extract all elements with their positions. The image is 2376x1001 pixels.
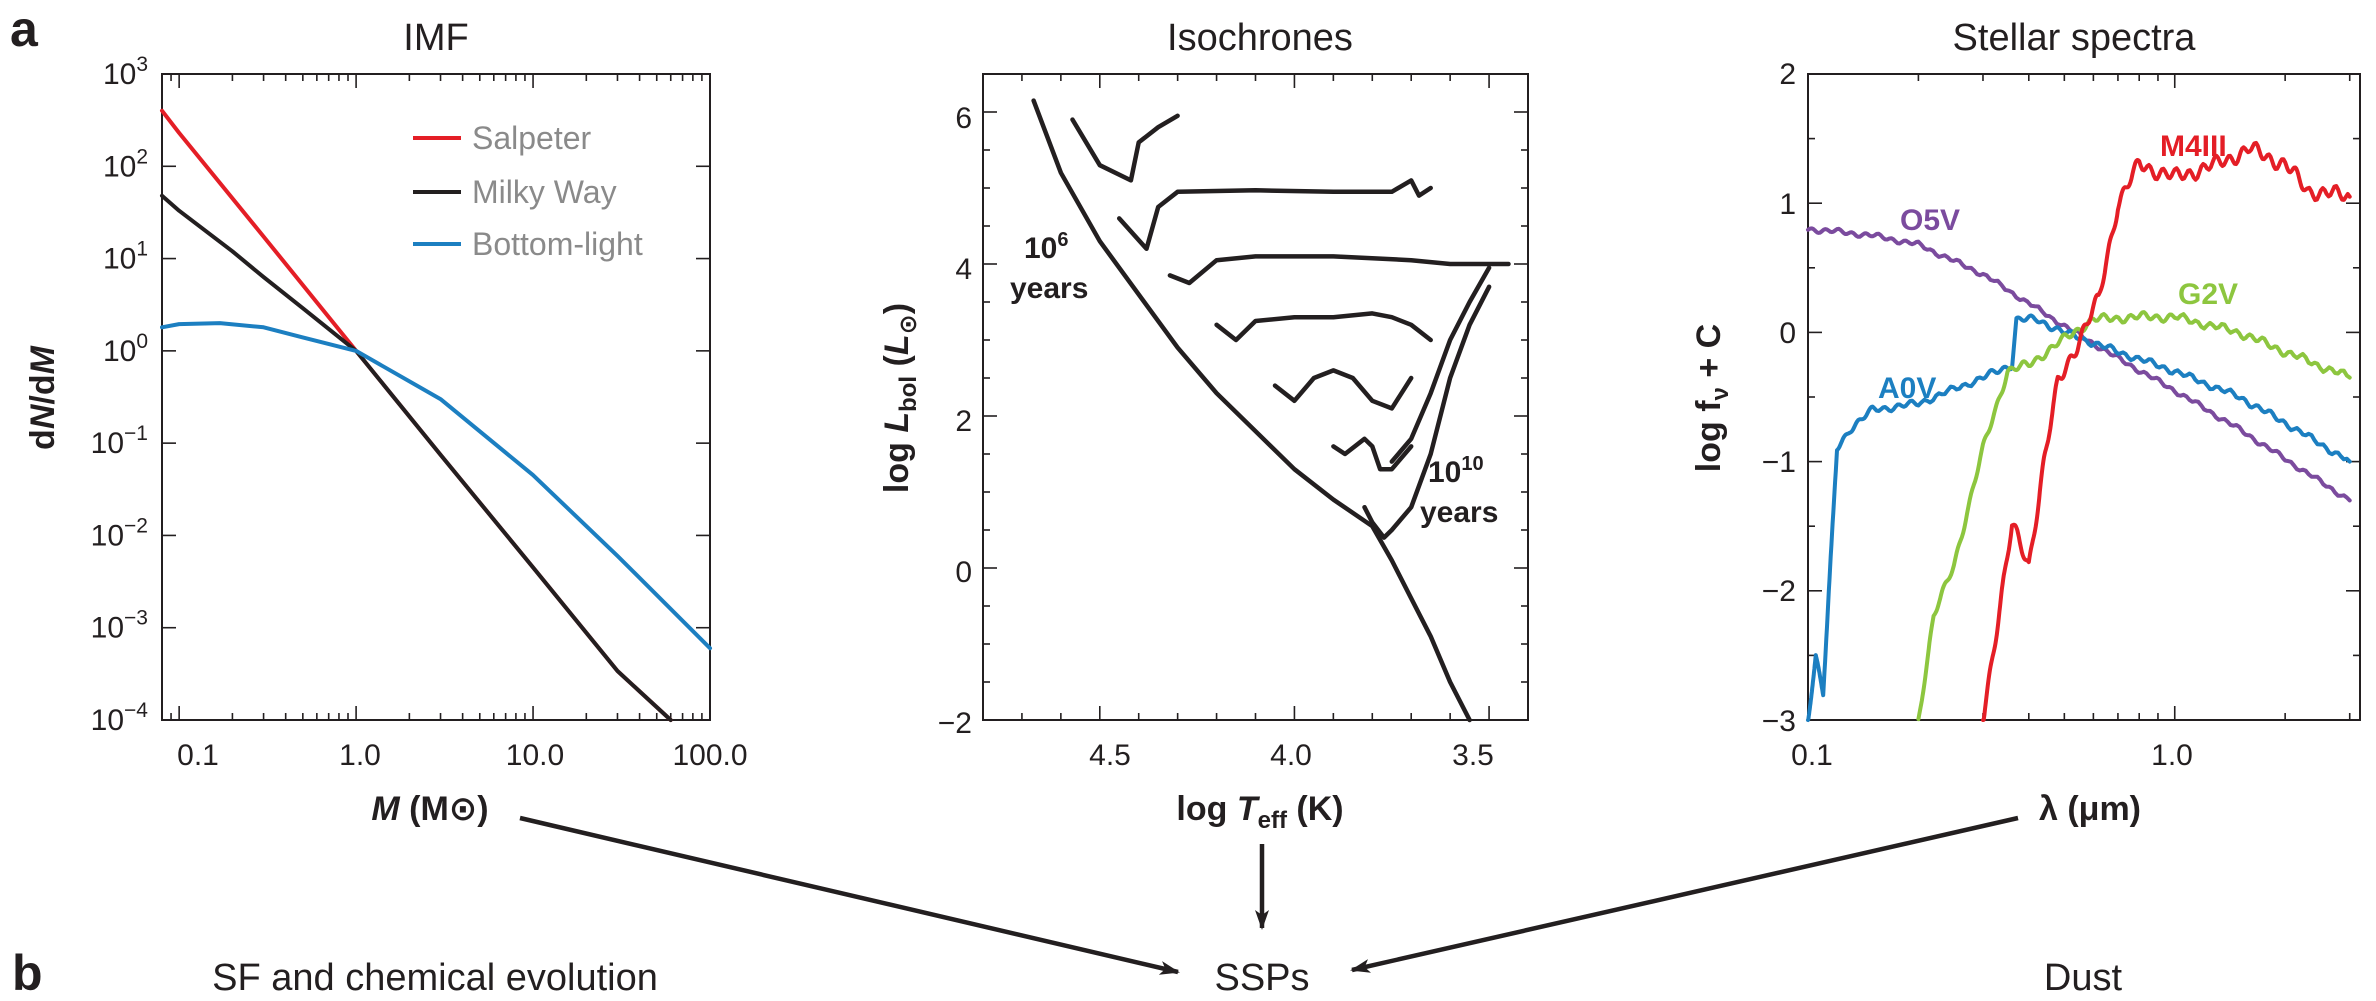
arrow-spectra-to-ssps bbox=[1350, 815, 2019, 973]
spec-x-axis-label: λ (μm) bbox=[2039, 790, 2141, 828]
series-line-series-6 bbox=[1331, 436, 1414, 472]
series-line-series-7 bbox=[1362, 284, 1492, 540]
imf-title: IMF bbox=[403, 17, 468, 59]
imf-legend: Salpeter Milky Way Bottom-light bbox=[413, 120, 643, 262]
iso-y-tick-label: 0 bbox=[955, 556, 972, 589]
series-line-series-0 bbox=[1031, 98, 1472, 723]
iso-x-tick-label: 4.0 bbox=[1270, 739, 1312, 772]
series-line-series-1 bbox=[1070, 113, 1180, 183]
annotation-years-old: years bbox=[1420, 496, 1498, 529]
legend-label-milky-way: Milky Way bbox=[472, 174, 617, 210]
flow-label-sf: SF and chemical evolution bbox=[212, 957, 658, 999]
spec-y-tick-label: 0 bbox=[1779, 317, 1796, 350]
imf-x-tick-label: 10.0 bbox=[506, 739, 564, 772]
imf-x-tick-label: 1.0 bbox=[339, 739, 381, 772]
annotation-age-old: 1010 bbox=[1428, 453, 1484, 489]
imf-chart: IMF 103 102 101 100 10−1 10−2 10−3 10−4 0.1 1.0… bbox=[24, 17, 748, 828]
flow-label-ssps: SSPs bbox=[1214, 957, 1309, 999]
iso-y-axis-label: log Lbol (L⊙) bbox=[878, 303, 922, 493]
spec-y-tick-label: 2 bbox=[1779, 58, 1796, 91]
spectra-title: Stellar spectra bbox=[1953, 17, 2197, 59]
series-line-g2v bbox=[1916, 310, 2352, 722]
spectrum-label-m4iii: M4III bbox=[2160, 130, 2227, 163]
spec-x-tick-label: 1.0 bbox=[2151, 739, 2193, 772]
annotation-age-young: 106 bbox=[1024, 229, 1069, 265]
series-line-series-4 bbox=[1214, 311, 1433, 343]
imf-series bbox=[160, 108, 712, 722]
series-line-series-8 bbox=[1389, 265, 1492, 464]
spec-y-tick-label: −1 bbox=[1762, 446, 1796, 479]
spectrum-label-a0v: A0V bbox=[1878, 372, 1936, 405]
legend-label-bottom-light: Bottom-light bbox=[472, 226, 643, 262]
series-line-series-3 bbox=[1167, 254, 1511, 286]
panel-letter-a: a bbox=[10, 1, 39, 57]
annotation-years-young: years bbox=[1010, 272, 1088, 305]
iso-x-tick-label: 3.5 bbox=[1452, 739, 1494, 772]
spec-y-tick-label: −3 bbox=[1762, 705, 1796, 738]
isochrones-series bbox=[1031, 98, 1511, 723]
flow-diagram: SF and chemical evolution SSPs Dust bbox=[212, 815, 2123, 999]
series-line-milky-way bbox=[160, 193, 673, 722]
imf-y-tick-labels: 103 102 101 100 10−1 10−2 10−3 10−4 bbox=[91, 53, 149, 737]
spectra-chart: Stellar spectra 2 1 0 −1 −2 −3 0.1 1.0 λ… bbox=[1690, 17, 2361, 828]
imf-y-tick-label: 102 bbox=[103, 145, 148, 183]
imf-frame bbox=[161, 73, 711, 721]
series-line-bottom-light bbox=[160, 321, 712, 651]
annotation-1e10-years: 1010 years bbox=[1420, 453, 1498, 529]
iso-y-tick-label: 6 bbox=[955, 102, 972, 135]
imf-y-tick-label: 100 bbox=[103, 330, 148, 368]
series-line-m4iii bbox=[1981, 140, 2352, 722]
imf-y-tick-label: 101 bbox=[103, 238, 148, 276]
iso-y-tick-label: −2 bbox=[938, 707, 972, 740]
spec-y-axis-label: log fν + C bbox=[1690, 324, 1734, 472]
panel-letter-b: b bbox=[12, 945, 43, 1001]
spectrum-label-g2v: G2V bbox=[2178, 278, 2238, 311]
imf-x-tick-label: 0.1 bbox=[177, 739, 219, 772]
isochrones-title: Isochrones bbox=[1167, 17, 1353, 59]
series-line-o5v bbox=[1806, 226, 2352, 503]
spec-y-tick-label: 1 bbox=[1779, 188, 1796, 221]
spec-y-tick-label: −2 bbox=[1762, 575, 1796, 608]
imf-y-tick-label: 103 bbox=[103, 53, 148, 91]
isochrones-chart: Isochrones 6 4 2 0 −2 4.5 4.0 3.5 log Te… bbox=[878, 17, 1529, 834]
series-line-series-2 bbox=[1116, 178, 1433, 252]
imf-y-tick-label: 10−3 bbox=[91, 607, 148, 645]
arrow-imf-to-ssps bbox=[519, 815, 1180, 975]
imf-x-axis-label: M (M⊙) bbox=[371, 790, 488, 828]
imf-x-tick-label: 100.0 bbox=[672, 739, 747, 772]
imf-y-tick-label: 10−4 bbox=[91, 699, 149, 737]
isochrones-axis-ticks bbox=[983, 74, 1528, 721]
iso-x-axis-label: log Teff (K) bbox=[1176, 790, 1343, 834]
imf-y-axis-label: dN/dM bbox=[24, 345, 62, 450]
legend-label-salpeter: Salpeter bbox=[472, 120, 592, 156]
spectrum-label-o5v: O5V bbox=[1900, 204, 1960, 237]
flow-label-dust: Dust bbox=[2044, 957, 2123, 999]
spec-x-tick-label: 0.1 bbox=[1791, 739, 1833, 772]
series-line-series-5 bbox=[1272, 368, 1414, 411]
imf-y-tick-label: 10−2 bbox=[91, 514, 148, 552]
iso-x-tick-label: 4.5 bbox=[1089, 739, 1131, 772]
imf-y-tick-label: 10−1 bbox=[91, 422, 148, 460]
iso-y-tick-label: 4 bbox=[955, 253, 972, 286]
imf-axis-ticks bbox=[161, 73, 711, 721]
annotation-1e6-years: 106 years bbox=[1010, 229, 1088, 305]
iso-y-tick-label: 2 bbox=[955, 405, 972, 438]
spectra-series bbox=[1806, 140, 2352, 722]
